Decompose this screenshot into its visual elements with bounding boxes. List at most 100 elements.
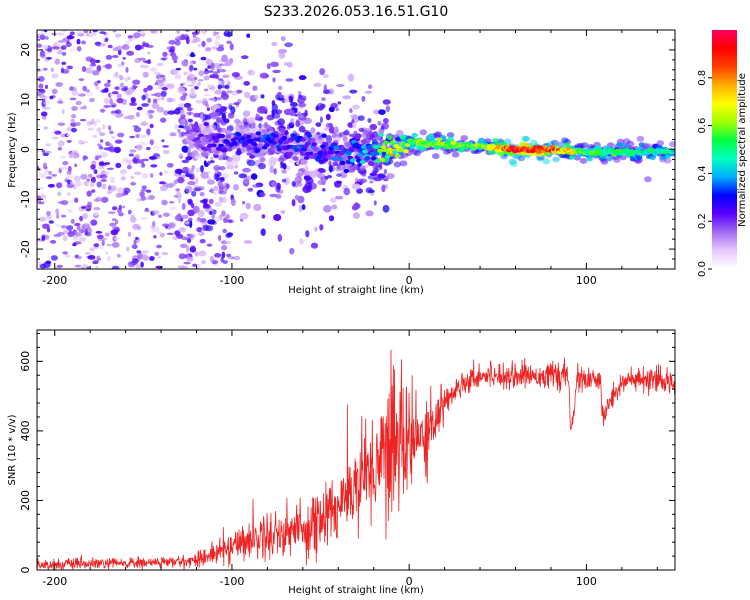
noise-blob <box>72 86 77 93</box>
noise-blob <box>111 265 120 269</box>
noise-blob <box>128 153 134 157</box>
noise-blob <box>135 133 140 139</box>
noise-blob <box>95 265 99 269</box>
noise-blob <box>65 41 72 48</box>
noise-blob <box>101 240 105 246</box>
noise-blob <box>76 30 83 35</box>
y-tick-label: -10 <box>19 190 32 208</box>
noise-blob <box>109 130 114 135</box>
noise-blob <box>105 54 113 60</box>
scatter-blob <box>323 126 331 131</box>
noise-blob <box>175 188 180 192</box>
ridge-blob <box>382 148 388 152</box>
snr-xlabel: Height of straight line (km) <box>288 585 424 596</box>
ridge-blob <box>492 138 499 143</box>
y-tick-label: 10 <box>19 93 32 107</box>
noise-blob <box>54 130 62 135</box>
scatter-blob <box>233 171 239 175</box>
noise-blob <box>132 79 141 85</box>
scatter-blob <box>181 202 186 211</box>
noise-blob <box>77 139 84 145</box>
noise-blob <box>126 164 132 170</box>
scatter-blob <box>271 41 278 47</box>
noise-blob <box>39 52 46 58</box>
noise-blob <box>66 170 72 175</box>
noise-blob <box>121 61 125 66</box>
scatter-blob <box>198 250 207 257</box>
noise-blob <box>129 149 137 153</box>
scatter-blob <box>277 118 285 126</box>
noise-blob <box>217 78 224 81</box>
noise-blob <box>127 209 132 215</box>
scatter-blob <box>329 164 333 173</box>
noise-blob <box>93 207 101 211</box>
noise-blob <box>101 183 107 190</box>
noise-blob <box>157 231 162 234</box>
noise-blob <box>218 196 224 203</box>
noise-blob <box>206 37 212 43</box>
noise-blob <box>187 84 195 87</box>
scatter-blob <box>379 128 385 134</box>
noise-blob <box>62 235 68 242</box>
noise-blob <box>189 234 194 241</box>
noise-blob <box>179 243 188 248</box>
noise-blob <box>37 43 43 48</box>
ridge-blob <box>393 144 399 148</box>
ridge-blob <box>320 144 326 149</box>
x-tick-label: 0 <box>406 274 413 287</box>
figure-title: S233.2026.053.16.51.G10 <box>264 4 449 20</box>
ridge-blob <box>367 144 373 149</box>
ridge-blob <box>510 160 518 167</box>
ridge-blob <box>364 156 371 161</box>
noise-blob <box>87 255 96 260</box>
noise-blob <box>182 82 186 86</box>
noise-blob <box>106 147 113 151</box>
noise-blob <box>140 164 146 168</box>
ridge-blob <box>342 148 349 153</box>
noise-blob <box>176 30 180 35</box>
noise-blob <box>134 44 142 51</box>
ridge-blob <box>235 150 242 156</box>
scatter-blob <box>177 192 182 198</box>
scatter-blob <box>289 109 295 117</box>
noise-blob <box>153 235 157 239</box>
y-tick-label: 400 <box>19 420 32 441</box>
noise-blob <box>127 114 135 120</box>
noise-blob <box>187 118 193 123</box>
noise-blob <box>182 92 188 97</box>
scatter-blob <box>220 106 227 112</box>
ridge-blob <box>522 136 531 142</box>
noise-blob <box>96 64 102 71</box>
noise-blob <box>108 185 112 191</box>
noise-blob <box>225 79 230 82</box>
noise-blob <box>129 135 135 139</box>
noise-blob <box>70 218 75 224</box>
noise-blob <box>47 183 56 188</box>
ridge-blob <box>225 134 232 139</box>
scatter-blob <box>361 95 366 102</box>
scatter-blob <box>192 205 200 214</box>
spectrogram-ylabel: Frequency (Hz) <box>7 112 18 188</box>
noise-blob <box>155 265 163 269</box>
noise-blob <box>54 58 60 65</box>
noise-blob <box>114 219 119 225</box>
ridge-blob <box>302 144 309 149</box>
noise-blob <box>150 173 154 178</box>
scatter-blob <box>233 102 240 106</box>
ridge-blob <box>613 157 621 163</box>
scatter-blob <box>325 135 333 143</box>
noise-blob <box>37 123 40 128</box>
noise-blob <box>38 216 47 222</box>
noise-blob <box>66 133 71 137</box>
noise-blob <box>156 97 161 102</box>
noise-blob <box>81 224 86 231</box>
noise-blob <box>71 127 77 133</box>
scatter-blob <box>186 245 190 253</box>
noise-blob <box>116 97 124 104</box>
scatter-blob <box>278 49 288 54</box>
ridge-blob <box>224 140 231 145</box>
noise-blob <box>57 50 63 55</box>
noise-blob <box>38 93 45 99</box>
ridge-blob <box>281 135 288 140</box>
noise-blob <box>142 71 149 78</box>
